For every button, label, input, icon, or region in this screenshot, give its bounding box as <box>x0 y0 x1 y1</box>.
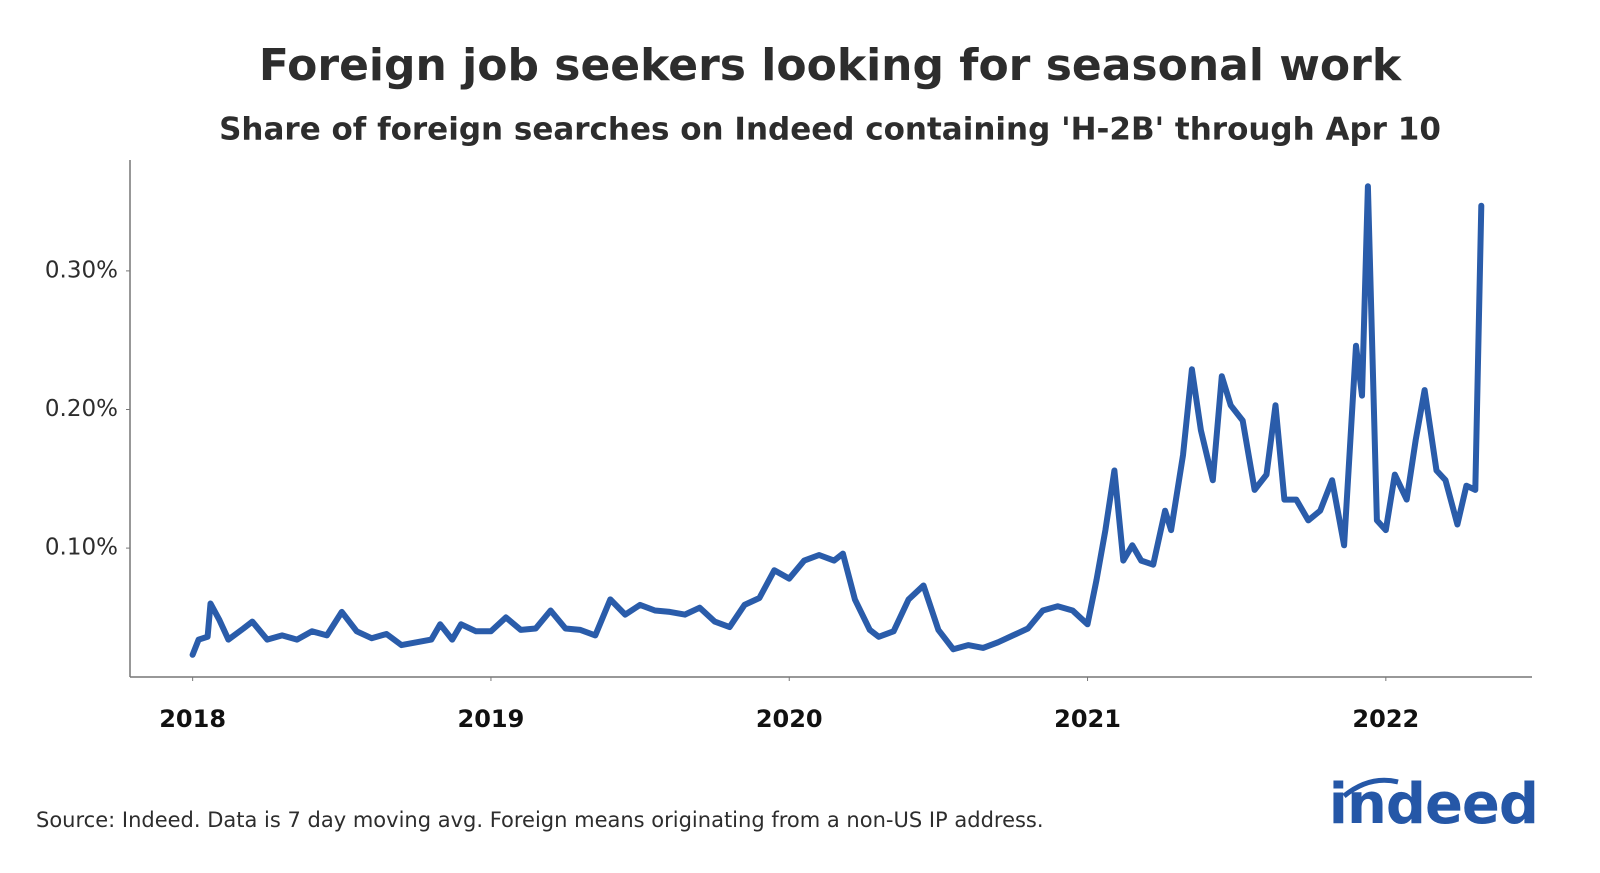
x-tick-label: 2018 <box>159 705 226 733</box>
y-tick-label: 0.10% <box>45 535 118 561</box>
data-line <box>189 183 1485 658</box>
x-tick-label: 2020 <box>756 705 823 733</box>
y-tick-label: 0.30% <box>45 257 118 283</box>
logo: indeed <box>1329 772 1538 837</box>
x-tick-label: 2022 <box>1352 705 1419 733</box>
x-tick-label: 2019 <box>458 705 525 733</box>
source-note: Source: Indeed. Data is 7 day moving avg… <box>36 808 1044 832</box>
chart-title: Foreign job seekers looking for seasonal… <box>259 40 1403 91</box>
y-tick-label: 0.20% <box>45 396 118 422</box>
x-tick-label: 2021 <box>1054 705 1121 733</box>
chart-subtitle: Share of foreign searches on Indeed cont… <box>219 112 1441 148</box>
logo-arc <box>1342 777 1399 798</box>
